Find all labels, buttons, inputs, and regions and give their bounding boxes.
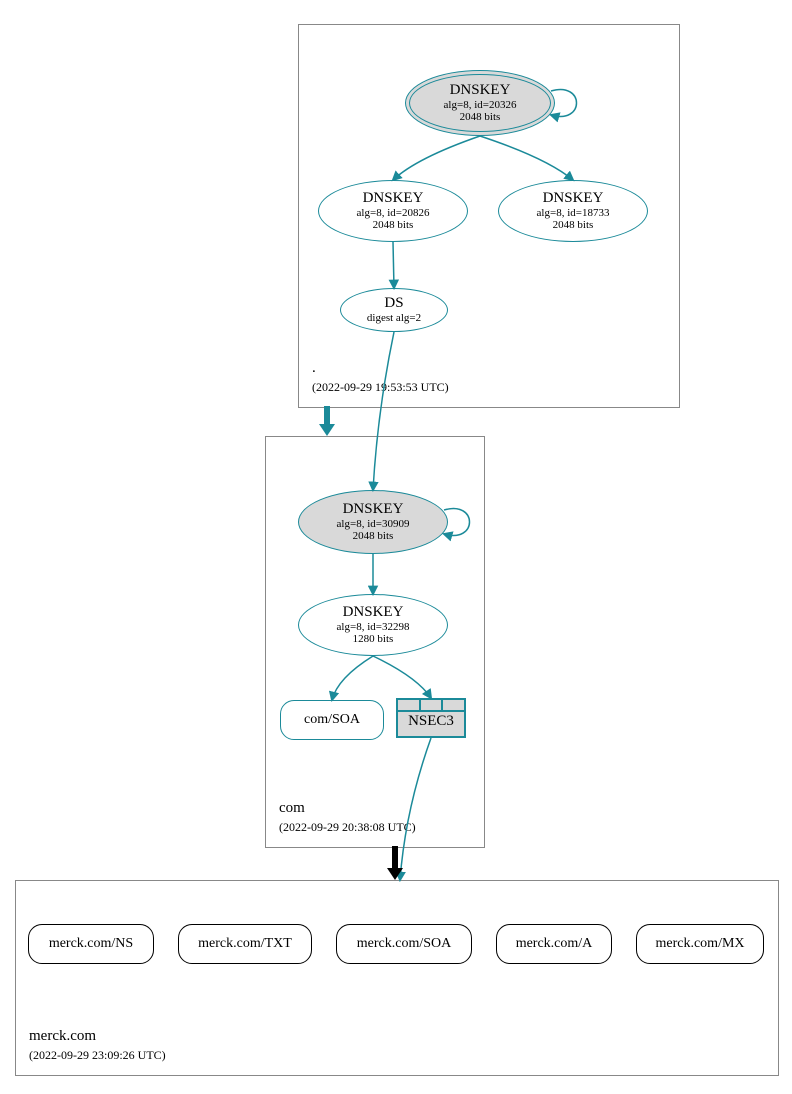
ds-record: DS digest alg=2 xyxy=(340,288,448,332)
node-line3: 2048 bits xyxy=(353,530,394,542)
node-title: DNSKEY xyxy=(450,83,511,99)
node-title: NSEC3 xyxy=(408,713,454,730)
node-title: merck.com/TXT xyxy=(198,937,292,952)
node-line2: alg=8, id=20326 xyxy=(444,99,517,111)
merck-soa-record: merck.com/SOA xyxy=(336,924,472,964)
node-title: merck.com/A xyxy=(516,937,593,952)
zone-root-time: (2022-09-29 19:53:53 UTC) xyxy=(312,380,449,395)
node-line3: 2048 bits xyxy=(553,219,594,231)
node-title: DNSKEY xyxy=(343,502,404,518)
node-title: merck.com/SOA xyxy=(357,937,451,952)
zone-com-label: com xyxy=(279,800,305,817)
zone-root-label: . xyxy=(312,360,316,377)
com-soa-record: com/SOA xyxy=(280,700,384,740)
merck-a-record: merck.com/A xyxy=(496,924,612,964)
root-zsk1-dnskey: DNSKEY alg=8, id=20826 2048 bits xyxy=(318,180,468,242)
nsec3-record: NSEC3 xyxy=(396,698,466,738)
zone-merck-label: merck.com xyxy=(29,1028,96,1045)
node-title: DNSKEY xyxy=(343,605,404,621)
node-title: DS xyxy=(384,296,403,312)
node-title: merck.com/MX xyxy=(655,937,744,952)
zone-com-time: (2022-09-29 20:38:08 UTC) xyxy=(279,820,416,835)
root-zsk2-dnskey: DNSKEY alg=8, id=18733 2048 bits xyxy=(498,180,648,242)
com-zsk-dnskey: DNSKEY alg=8, id=32298 1280 bits xyxy=(298,594,448,656)
node-title: merck.com/NS xyxy=(49,937,133,952)
zone-merck-box xyxy=(15,880,779,1076)
merck-txt-record: merck.com/TXT xyxy=(178,924,312,964)
node-title: com/SOA xyxy=(304,713,360,728)
root-ksk-dnskey: DNSKEY alg=8, id=20326 2048 bits xyxy=(405,70,555,136)
com-ksk-dnskey: DNSKEY alg=8, id=30909 2048 bits xyxy=(298,490,448,554)
node-title: DNSKEY xyxy=(363,191,424,207)
merck-mx-record: merck.com/MX xyxy=(636,924,764,964)
merck-ns-record: merck.com/NS xyxy=(28,924,154,964)
node-title: DNSKEY xyxy=(543,191,604,207)
node-line2: digest alg=2 xyxy=(367,312,421,324)
node-line3: 1280 bits xyxy=(353,633,394,645)
node-line2: alg=8, id=18733 xyxy=(537,207,610,219)
node-line2: alg=8, id=32298 xyxy=(337,621,410,633)
node-line2: alg=8, id=30909 xyxy=(337,518,410,530)
node-line3: 2048 bits xyxy=(460,111,501,123)
zone-merck-time: (2022-09-29 23:09:26 UTC) xyxy=(29,1048,166,1063)
node-line2: alg=8, id=20826 xyxy=(357,207,430,219)
node-line3: 2048 bits xyxy=(373,219,414,231)
